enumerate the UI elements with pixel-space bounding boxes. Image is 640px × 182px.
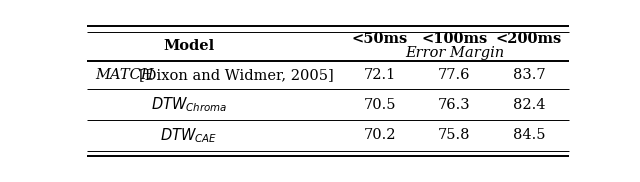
Text: $\mathit{DTW}_{\mathit{Chroma}}$: $\mathit{DTW}_{\mathit{Chroma}}$ — [151, 95, 227, 114]
Text: 82.4: 82.4 — [513, 98, 545, 112]
Text: 72.1: 72.1 — [364, 68, 396, 82]
Text: <100ms: <100ms — [421, 32, 488, 46]
Text: 76.3: 76.3 — [438, 98, 471, 112]
Text: Model: Model — [163, 39, 215, 53]
Text: [Dixon and Widmer, 2005]: [Dixon and Widmer, 2005] — [138, 68, 333, 82]
Text: 70.5: 70.5 — [364, 98, 396, 112]
Text: Error Margin: Error Margin — [405, 46, 504, 60]
Text: 70.2: 70.2 — [364, 128, 396, 142]
Text: <50ms: <50ms — [352, 32, 408, 46]
Text: 77.6: 77.6 — [438, 68, 471, 82]
Text: $\mathit{DTW}_{\mathit{CAE}}$: $\mathit{DTW}_{\mathit{CAE}}$ — [161, 126, 218, 145]
Text: <200ms: <200ms — [496, 32, 562, 46]
Text: 75.8: 75.8 — [438, 128, 471, 142]
Text: MATCH: MATCH — [95, 68, 156, 82]
Text: 83.7: 83.7 — [513, 68, 545, 82]
Text: 84.5: 84.5 — [513, 128, 545, 142]
